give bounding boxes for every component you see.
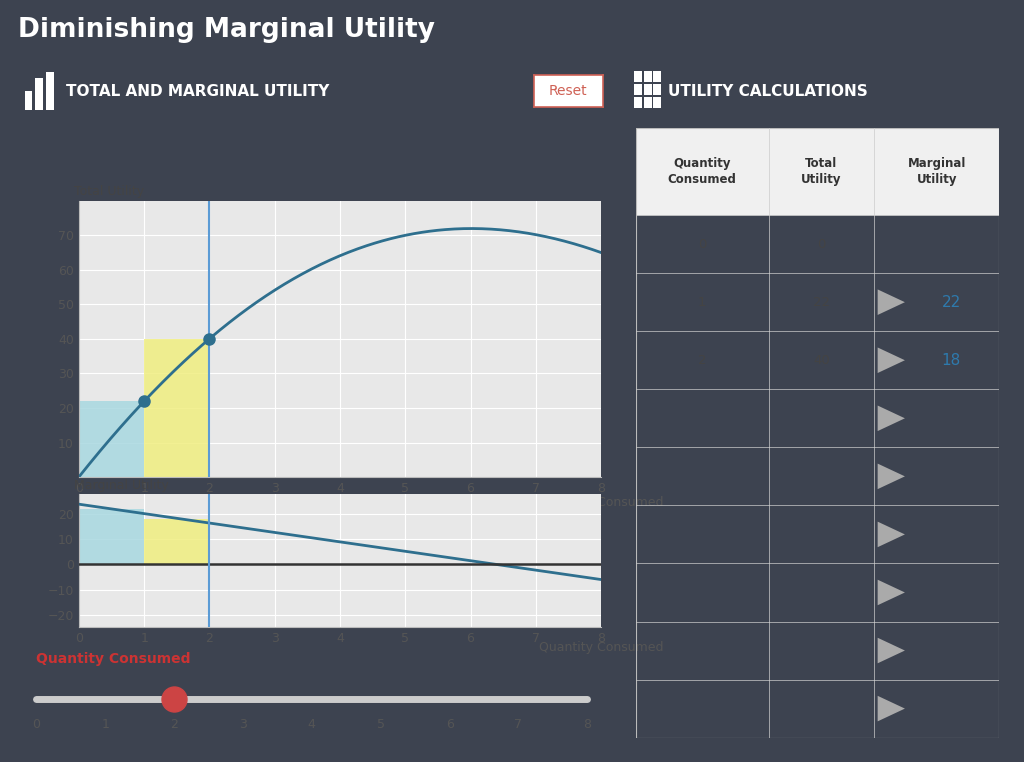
Bar bbox=[644, 85, 651, 95]
Text: Total Utility: Total Utility bbox=[74, 185, 143, 198]
X-axis label: Quantity Consumed: Quantity Consumed bbox=[539, 641, 664, 654]
Polygon shape bbox=[878, 405, 905, 431]
Text: Diminishing Marginal Utility: Diminishing Marginal Utility bbox=[18, 18, 435, 43]
Polygon shape bbox=[878, 696, 905, 722]
X-axis label: Quantity Consumed: Quantity Consumed bbox=[539, 496, 664, 510]
Text: 4: 4 bbox=[308, 718, 315, 731]
Text: Quantity
Consumed: Quantity Consumed bbox=[668, 157, 736, 186]
Polygon shape bbox=[878, 290, 905, 315]
Text: Reset: Reset bbox=[549, 85, 588, 98]
Text: 5: 5 bbox=[377, 718, 385, 731]
Text: 0: 0 bbox=[817, 238, 825, 251]
Bar bbox=[636, 128, 999, 215]
Text: Quantity Consumed: Quantity Consumed bbox=[36, 652, 190, 666]
Text: 22: 22 bbox=[942, 295, 961, 309]
Text: 2: 2 bbox=[170, 718, 178, 731]
Bar bbox=[644, 71, 651, 82]
Text: Marginal
Utility: Marginal Utility bbox=[907, 157, 966, 186]
Bar bbox=[79, 509, 144, 565]
Text: 0: 0 bbox=[698, 238, 707, 251]
Text: Total
Utility: Total Utility bbox=[801, 157, 842, 186]
Polygon shape bbox=[878, 347, 905, 373]
Bar bbox=[634, 71, 642, 82]
Text: 8: 8 bbox=[584, 718, 592, 731]
Text: 1: 1 bbox=[698, 296, 707, 309]
Bar bbox=[36, 78, 43, 110]
Text: 3: 3 bbox=[239, 718, 247, 731]
Text: 0: 0 bbox=[32, 718, 40, 731]
Polygon shape bbox=[878, 580, 905, 605]
Polygon shape bbox=[878, 638, 905, 663]
Bar bbox=[644, 98, 651, 108]
Bar bbox=[25, 91, 32, 110]
Text: 1: 1 bbox=[101, 718, 110, 731]
Bar bbox=[46, 72, 54, 110]
Bar bbox=[634, 85, 642, 95]
Polygon shape bbox=[878, 463, 905, 489]
Text: UTILITY CALCULATIONS: UTILITY CALCULATIONS bbox=[669, 84, 868, 99]
Text: 2: 2 bbox=[698, 354, 707, 367]
Bar bbox=[653, 85, 662, 95]
Polygon shape bbox=[878, 522, 905, 547]
Text: 7: 7 bbox=[514, 718, 522, 731]
Bar bbox=[144, 519, 209, 565]
Bar bbox=[634, 98, 642, 108]
Bar bbox=[653, 98, 662, 108]
Bar bbox=[144, 339, 209, 477]
Text: 22: 22 bbox=[813, 296, 829, 309]
Bar bbox=[653, 71, 662, 82]
Text: 40: 40 bbox=[813, 354, 829, 367]
Text: 18: 18 bbox=[942, 353, 961, 368]
Text: Marginal Utility: Marginal Utility bbox=[74, 479, 169, 491]
Text: 6: 6 bbox=[445, 718, 454, 731]
Text: TOTAL AND MARGINAL UTILITY: TOTAL AND MARGINAL UTILITY bbox=[67, 84, 330, 99]
Bar bbox=[79, 401, 144, 477]
